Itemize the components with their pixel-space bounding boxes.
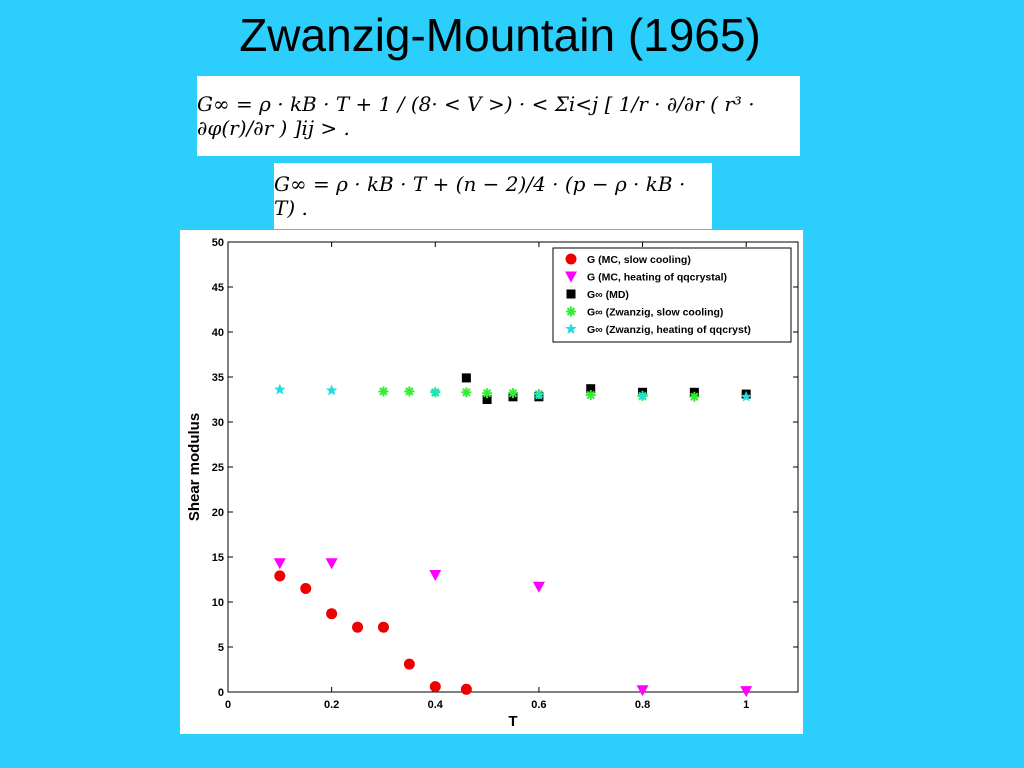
data-point-series-2 bbox=[273, 558, 286, 570]
data-point-series-5 bbox=[325, 384, 338, 396]
data-point-series-1 bbox=[300, 583, 312, 594]
data-point-series-1 bbox=[352, 621, 364, 633]
data-point-series-4 bbox=[482, 388, 493, 399]
data-point-series-4 bbox=[689, 391, 700, 402]
chart-legend: G (MC, slow cooling) G (MC, heating of qq… bbox=[552, 247, 792, 343]
x-tick-label: 0.4 bbox=[428, 699, 444, 711]
legend-label-5: G∞ (Zwanzig, heating of qqcryst) bbox=[587, 324, 751, 336]
y-tick-label: 30 bbox=[212, 417, 224, 429]
legend-label-4: G∞ (Zwanzig, slow cooling) bbox=[587, 307, 723, 319]
x-tick-label: 0.2 bbox=[324, 699, 339, 711]
data-point-series-3 bbox=[461, 373, 471, 383]
data-point-series-4 bbox=[508, 388, 518, 399]
x-tick-label: 0 bbox=[225, 699, 231, 711]
chart-plot-area bbox=[273, 373, 753, 698]
data-point-series-5 bbox=[740, 390, 752, 402]
legend-marker-3 bbox=[566, 289, 576, 299]
legend-label-1: G (MC, slow cooling) bbox=[587, 254, 691, 266]
x-tick-label: 0.6 bbox=[531, 699, 546, 711]
data-point-series-4 bbox=[461, 387, 472, 398]
formula-box-1: G∞ = ρ · kB · T + 1 / (8· < V >) · < Σi<… bbox=[197, 76, 800, 156]
y-tick-label: 5 bbox=[218, 642, 224, 654]
y-tick-label: 35 bbox=[212, 372, 224, 384]
x-axis-label: T bbox=[508, 713, 517, 730]
data-point-series-4 bbox=[404, 386, 415, 397]
y-tick-label: 50 bbox=[212, 237, 224, 249]
chart-panel: 0 5 10 15 20 25 30 35 40 45 50 0 0.2 0.4 0.6 0.8 1 G (MC… bbox=[180, 230, 803, 734]
data-point-series-1 bbox=[429, 681, 441, 693]
data-point-series-1 bbox=[377, 621, 389, 633]
data-point-series-1 bbox=[403, 658, 415, 670]
data-point-series-5 bbox=[274, 383, 286, 395]
data-point-series-3 bbox=[586, 384, 596, 394]
data-point-series-5 bbox=[429, 386, 441, 398]
data-point-series-5 bbox=[636, 389, 649, 401]
slide-title: Zwanzig-Mountain (1965) bbox=[239, 9, 761, 61]
data-point-series-2 bbox=[740, 686, 753, 698]
y-tick-label: 10 bbox=[212, 597, 224, 609]
legend-label-2: G (MC, heating of qqcrystal) bbox=[587, 272, 727, 284]
formula-text-1: G∞ = ρ · kB · T + 1 / (8· < V >) · < Σi<… bbox=[197, 92, 755, 140]
y-tick-label: 20 bbox=[212, 507, 224, 519]
data-point-series-5 bbox=[533, 389, 545, 400]
data-point-series-3 bbox=[482, 395, 492, 404]
data-point-series-4 bbox=[378, 386, 389, 397]
shear-modulus-chart: 0 5 10 15 20 25 30 35 40 45 50 0 0.2 0.4 0.6 0.8 1 G (MC… bbox=[186, 237, 799, 730]
data-point-series-1 bbox=[460, 683, 472, 695]
data-point-series-2 bbox=[636, 685, 649, 697]
legend-label-3: G∞ (MD) bbox=[587, 289, 629, 301]
legend-marker-4 bbox=[566, 306, 576, 317]
data-point-series-2 bbox=[429, 570, 442, 581]
x-tick-label: 0.8 bbox=[635, 699, 650, 711]
data-point-series-1 bbox=[274, 570, 286, 582]
data-point-series-1 bbox=[326, 608, 338, 620]
y-tick-label: 25 bbox=[212, 462, 224, 474]
y-tick-label: 0 bbox=[218, 687, 224, 699]
data-point-series-4 bbox=[585, 390, 596, 400]
y-tick-label: 15 bbox=[212, 552, 224, 564]
chart-axes: 0 5 10 15 20 25 30 35 40 45 50 0 0.2 0.4 0.6 0.8 1 bbox=[212, 237, 799, 711]
formula-text-2: G∞ = ρ · kB · T + (n − 2)/4 · (p − ρ · k… bbox=[274, 172, 686, 220]
legend-marker-2 bbox=[565, 271, 577, 283]
legend-marker-1 bbox=[565, 253, 577, 265]
data-point-series-2 bbox=[532, 581, 545, 593]
y-axis-label: Shear modulus bbox=[186, 413, 203, 521]
legend-box bbox=[552, 247, 792, 343]
x-tick-label: 1 bbox=[743, 699, 749, 711]
formula-box-2: G∞ = ρ · kB · T + (n − 2)/4 · (p − ρ · k… bbox=[274, 163, 712, 229]
legend-marker-5 bbox=[565, 323, 577, 334]
y-tick-label: 40 bbox=[212, 327, 224, 339]
data-point-series-2 bbox=[325, 558, 338, 570]
y-tick-label: 45 bbox=[212, 282, 224, 294]
